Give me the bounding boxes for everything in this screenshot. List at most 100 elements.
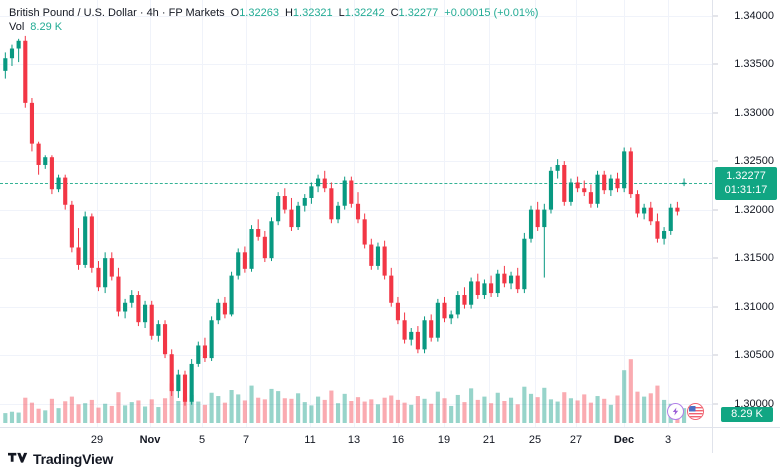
candle-body [156, 324, 161, 336]
volume-bar [276, 391, 281, 423]
tradingview-logo: TradingView [8, 452, 113, 466]
time-axis[interactable]: 29 Nov 5 7 11 13 16 19 21 25 27 Dec 3 [0, 427, 712, 453]
volume-bar [622, 370, 627, 423]
candle-body [202, 345, 208, 359]
candle-body [628, 151, 633, 195]
volume-bar [522, 386, 527, 423]
price-axis[interactable]: 1.34000 1.33500 1.33000 1.32500 1.32000 1.315… [712, 0, 780, 427]
candle-wick [18, 38, 20, 63]
volume-bar [528, 393, 534, 423]
candle-body [222, 302, 227, 315]
bar-countdown: 01:31:17 [724, 183, 768, 196]
volume-bar [642, 396, 647, 423]
candle-body [282, 196, 287, 210]
price-tick-mark [713, 160, 718, 162]
candle-body [535, 209, 540, 228]
candle-body [69, 204, 74, 248]
candle-body [662, 230, 667, 239]
volume-bar [49, 398, 54, 423]
volume-bar [222, 402, 227, 423]
horizontal-gridline [0, 15, 712, 17]
volume-bar [149, 399, 154, 423]
volume-bar [681, 408, 687, 423]
volume-bar [482, 396, 487, 423]
volume-bar [309, 405, 314, 423]
chart-canvas-pane[interactable]: British Pound / U.S. Dollar · 4h · FP Ma… [0, 0, 712, 427]
candle-body [522, 238, 527, 290]
lightning-bolt-icon[interactable] [667, 403, 684, 420]
volume-bar [162, 398, 168, 423]
us-flag-icon[interactable] [687, 403, 704, 420]
candle-body [83, 216, 88, 265]
vertical-gridline [489, 0, 490, 427]
volume-series [3, 359, 687, 424]
volume-bar [615, 395, 620, 423]
price-tick-label-3: 1.32500 [734, 155, 774, 168]
candle-body [528, 209, 534, 239]
candle-body [429, 320, 434, 338]
volume-bar [29, 402, 35, 423]
candle-body [23, 40, 28, 103]
candle-body [189, 363, 194, 402]
volume-bar [542, 387, 547, 423]
volume-value-badge: 8.29 K [721, 407, 773, 422]
volume-bar [628, 359, 633, 423]
volume-bar [382, 397, 387, 423]
candle-body [229, 275, 234, 315]
candle-body [56, 177, 61, 190]
current-price-line [0, 182, 712, 184]
candle-body [369, 244, 374, 266]
volume-bar [535, 397, 540, 423]
time-tick-label-4: 11 [304, 434, 316, 446]
volume-bar [96, 407, 101, 423]
candle-body [375, 246, 381, 266]
volume-bar [209, 392, 214, 423]
volume-bar [322, 399, 327, 423]
price-tick-label-7: 1.30500 [734, 349, 774, 362]
candle-body [162, 324, 168, 355]
volume-bar [402, 402, 407, 423]
candle-body [402, 320, 407, 340]
candle-body [355, 203, 361, 220]
price-tick-mark [713, 63, 718, 65]
time-tick-label-11: Dec [613, 434, 635, 446]
price-tick-label-1: 1.33500 [734, 58, 774, 71]
volume-bar [435, 391, 440, 423]
volume-bar [602, 398, 607, 423]
volume-bar [562, 392, 567, 423]
vertical-gridline [150, 0, 151, 427]
candle-body [469, 281, 474, 305]
candle-body [256, 229, 261, 237]
price-tick-mark [713, 112, 718, 114]
candle-body [668, 207, 673, 231]
volume-bar [236, 394, 241, 423]
candle-body [588, 192, 593, 204]
candle-body [409, 331, 414, 340]
price-tick-mark [713, 209, 718, 211]
vertical-gridline [202, 0, 203, 427]
volume-bar [329, 390, 334, 423]
candle-body [362, 219, 367, 245]
volume-bar [429, 403, 434, 423]
candle-body [442, 302, 447, 319]
volume-bar [316, 396, 321, 423]
axis-corner [712, 427, 780, 453]
candle-body [276, 196, 281, 222]
candle-body [422, 320, 427, 350]
candle-body [309, 186, 314, 198]
volume-bar [23, 397, 28, 423]
volume-bar [655, 385, 660, 423]
candle-body [16, 40, 21, 49]
volume-bar [495, 392, 500, 423]
volume-bar [123, 405, 128, 423]
candle-body [109, 258, 114, 277]
candle-body [76, 247, 81, 265]
volume-bar [249, 385, 254, 423]
current-price-value: 1.32277 [726, 169, 766, 182]
volume-bar [555, 401, 560, 423]
candle-body [316, 178, 321, 187]
horizontal-gridline [0, 112, 712, 114]
volume-bar [588, 402, 593, 423]
candle-body [96, 267, 101, 288]
volume-bar [296, 393, 301, 423]
